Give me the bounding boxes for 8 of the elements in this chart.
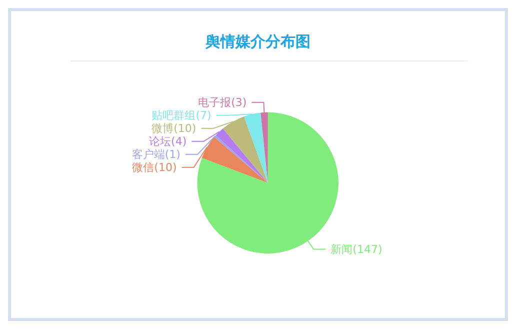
slice-label: 论坛(4)	[149, 134, 187, 148]
chart-title: 舆情媒介分布图	[204, 32, 310, 50]
slice-label: 微信(10)	[132, 160, 177, 174]
slice-label: 客户端(1)	[132, 148, 180, 161]
slice-label: 新闻(147)	[330, 242, 382, 256]
slice-label: 微博(10)	[152, 122, 196, 135]
slice-label: 贴吧群组(7)	[152, 108, 212, 122]
slice-label: 电子报(3)	[198, 96, 247, 109]
